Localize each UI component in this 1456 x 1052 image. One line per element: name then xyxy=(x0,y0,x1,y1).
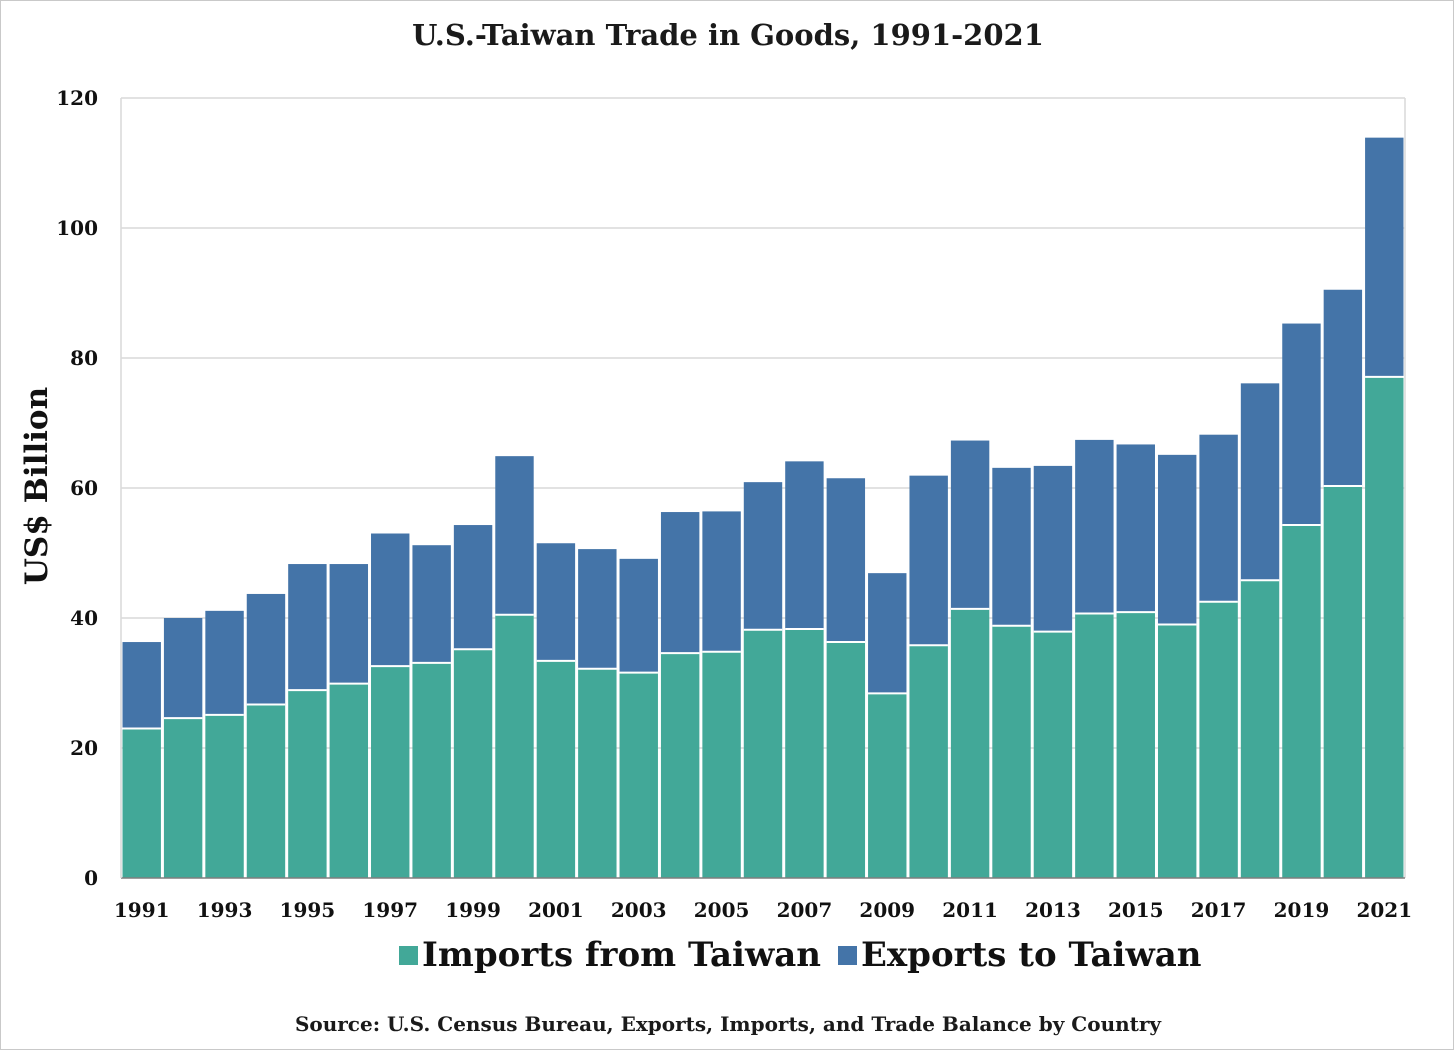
y-tick-label: 120 xyxy=(56,86,98,110)
x-tick-label: 2019 xyxy=(1274,898,1330,922)
bar-exports-2016 xyxy=(1157,454,1197,625)
source-note: Source: U.S. Census Bureau, Exports, Imp… xyxy=(294,1012,1162,1036)
y-tick-label: 0 xyxy=(84,866,98,890)
bar-exports-1997 xyxy=(371,533,410,667)
bars xyxy=(122,137,1404,878)
bar-exports-2003 xyxy=(619,558,658,673)
bar-exports-1991 xyxy=(122,642,161,729)
bar-imports-2013 xyxy=(1033,631,1073,878)
bar-exports-2021 xyxy=(1365,137,1404,377)
bar-imports-2021 xyxy=(1365,376,1404,878)
y-tick-label: 40 xyxy=(70,606,98,630)
bar-imports-2005 xyxy=(702,651,741,878)
legend-swatch-exports xyxy=(838,945,857,965)
bar-imports-2002 xyxy=(578,668,617,878)
x-tick-label: 2015 xyxy=(1108,898,1164,922)
y-tick-label: 60 xyxy=(70,476,98,500)
legend-swatch-imports xyxy=(399,945,418,965)
legend-label-exports: Exports to Taiwan xyxy=(861,935,1202,975)
bar-exports-1995 xyxy=(288,564,327,691)
x-tick-label: 2007 xyxy=(777,898,833,922)
bar-imports-2018 xyxy=(1240,580,1280,878)
bar-imports-2015 xyxy=(1116,612,1155,878)
bar-exports-2013 xyxy=(1033,465,1073,632)
axes: 0 20 40 60 80 100 120 1991 1993 1995 1997 1999 2001 2… xyxy=(56,86,1412,922)
bar-imports-1992 xyxy=(163,718,203,878)
bar-exports-2014 xyxy=(1075,439,1114,614)
bar-imports-2007 xyxy=(785,629,824,878)
legend: Imports from Taiwan Exports to Taiwan xyxy=(0,932,1456,978)
chart-title: U.S.-Taiwan Trade in Goods, 1991-2021 xyxy=(412,18,1044,52)
y-tick-label: 80 xyxy=(70,346,98,370)
bar-exports-1996 xyxy=(329,564,369,684)
x-tick-label: 2009 xyxy=(859,898,915,922)
x-tick-label: 1991 xyxy=(114,898,170,922)
bar-imports-2000 xyxy=(495,614,534,878)
bar-exports-1993 xyxy=(205,610,244,715)
x-tick-label: 2001 xyxy=(528,898,584,922)
bar-exports-2017 xyxy=(1199,434,1238,602)
bar-imports-2001 xyxy=(536,660,576,878)
bar-imports-2011 xyxy=(950,608,990,878)
y-tick-label: 20 xyxy=(70,736,98,760)
bar-imports-2012 xyxy=(992,625,1031,878)
bar-exports-2004 xyxy=(660,512,700,654)
y-tick-label: 100 xyxy=(56,216,98,240)
bar-exports-2005 xyxy=(702,511,741,652)
x-tick-label: 2005 xyxy=(694,898,750,922)
bar-exports-1994 xyxy=(246,593,286,705)
bar-exports-2019 xyxy=(1282,323,1321,526)
bar-imports-1996 xyxy=(329,683,369,878)
bar-exports-2010 xyxy=(909,475,948,646)
bar-exports-2018 xyxy=(1240,383,1280,581)
bar-exports-1992 xyxy=(163,618,203,719)
bar-imports-2003 xyxy=(619,672,658,878)
bar-exports-2011 xyxy=(950,440,990,609)
x-tick-label: 1993 xyxy=(197,898,253,922)
bar-imports-2016 xyxy=(1157,624,1197,878)
bar-exports-2006 xyxy=(743,482,783,630)
bar-exports-2012 xyxy=(992,467,1031,626)
bar-exports-2020 xyxy=(1323,289,1363,487)
bar-exports-1999 xyxy=(453,525,493,650)
x-tick-label: 2003 xyxy=(611,898,667,922)
bar-exports-2001 xyxy=(536,543,576,661)
bar-imports-2004 xyxy=(660,653,700,878)
x-tick-label: 1997 xyxy=(362,898,418,922)
x-tick-label: 2011 xyxy=(942,898,998,922)
bar-imports-1998 xyxy=(412,662,451,878)
bar-exports-2008 xyxy=(826,478,866,643)
legend-label-imports: Imports from Taiwan xyxy=(422,935,821,975)
bar-imports-2009 xyxy=(868,693,907,878)
bar-exports-2002 xyxy=(578,549,617,669)
bar-imports-2014 xyxy=(1075,613,1114,878)
bar-imports-2006 xyxy=(743,629,783,878)
bar-exports-2000 xyxy=(495,456,534,615)
bar-exports-2009 xyxy=(868,573,907,694)
bar-imports-1993 xyxy=(205,714,244,878)
bar-imports-1995 xyxy=(288,690,327,878)
bar-imports-1991 xyxy=(122,728,161,878)
bar-imports-2008 xyxy=(826,642,866,878)
x-tick-label: 2017 xyxy=(1191,898,1247,922)
bar-exports-1998 xyxy=(412,545,451,663)
legend-item-exports: Exports to Taiwan xyxy=(838,935,1201,975)
legend-item-imports: Imports from Taiwan xyxy=(399,935,821,975)
x-tick-label: 2021 xyxy=(1356,898,1412,922)
x-tick-label: 2013 xyxy=(1025,898,1081,922)
bar-imports-2017 xyxy=(1199,601,1238,878)
x-tick-label: 1999 xyxy=(445,898,501,922)
x-tick-label: 1995 xyxy=(280,898,336,922)
bar-imports-1994 xyxy=(246,704,286,878)
bar-imports-2010 xyxy=(909,645,948,878)
bar-imports-2020 xyxy=(1323,486,1363,878)
bar-imports-1997 xyxy=(371,666,410,878)
bar-exports-2007 xyxy=(785,461,824,630)
bar-imports-1999 xyxy=(453,649,493,878)
bar-imports-2019 xyxy=(1282,525,1321,878)
bar-exports-2015 xyxy=(1116,444,1155,613)
